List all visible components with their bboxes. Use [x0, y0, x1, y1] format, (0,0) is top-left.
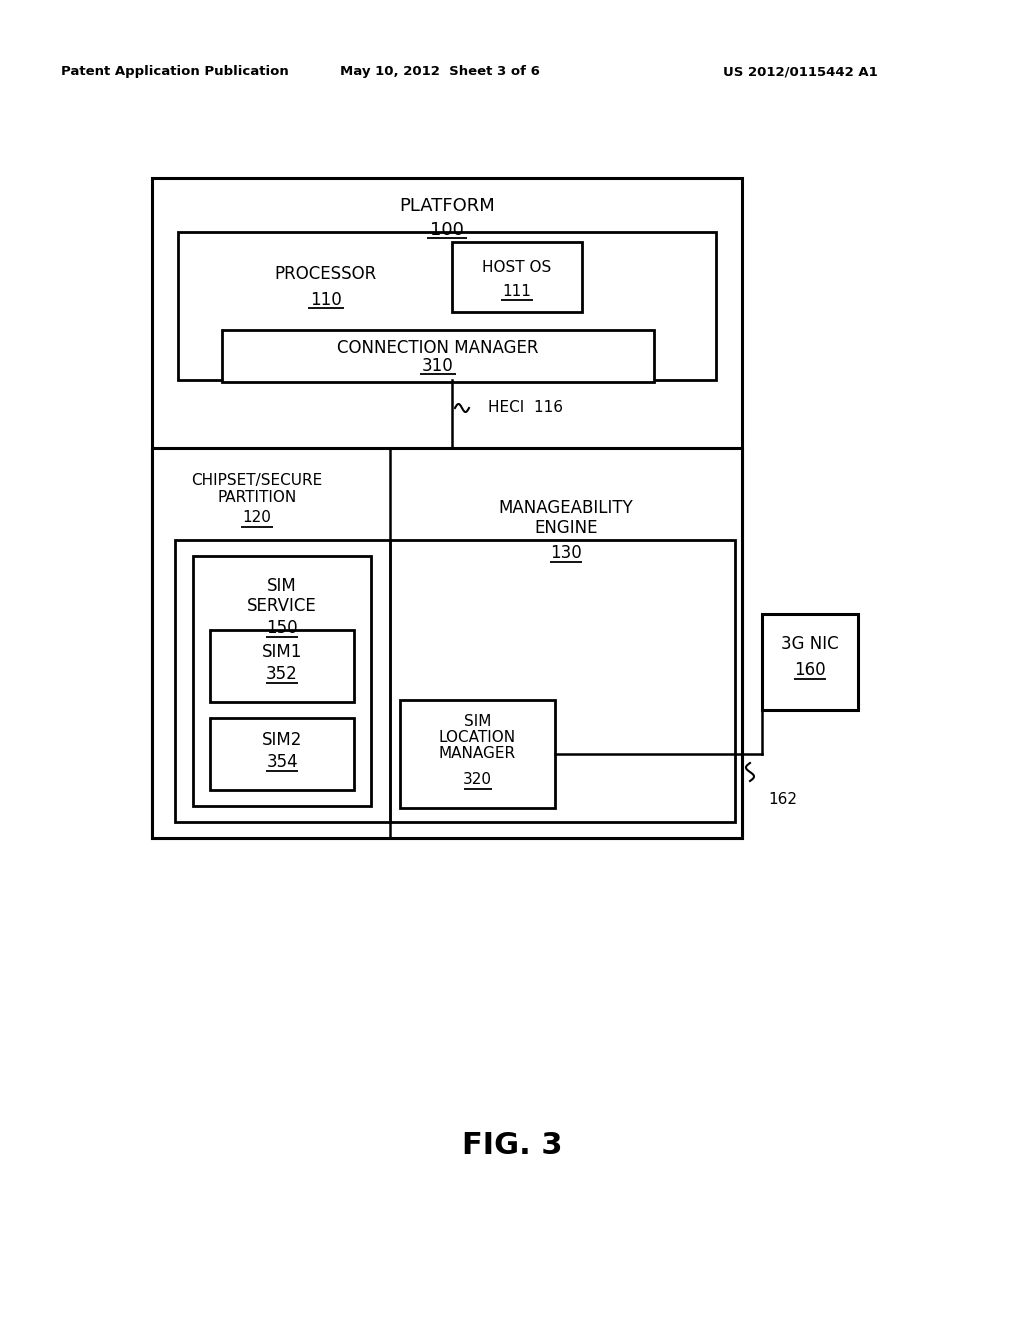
- Text: 3G NIC: 3G NIC: [781, 635, 839, 653]
- Bar: [175, 540, 735, 822]
- Text: 120: 120: [243, 511, 271, 525]
- Text: 352: 352: [266, 665, 298, 682]
- Bar: [400, 700, 555, 808]
- Text: PROCESSOR: PROCESSOR: [274, 265, 377, 282]
- Text: 111: 111: [503, 285, 531, 300]
- Text: MANAGER: MANAGER: [439, 747, 516, 762]
- Text: LOCATION: LOCATION: [439, 730, 516, 746]
- Bar: [222, 330, 654, 381]
- Text: 150: 150: [266, 619, 298, 638]
- Text: HECI  116: HECI 116: [488, 400, 563, 416]
- Text: SIM1: SIM1: [262, 643, 302, 661]
- Text: HOST OS: HOST OS: [482, 260, 552, 276]
- Text: 160: 160: [795, 661, 825, 678]
- Text: FIG. 3: FIG. 3: [462, 1130, 562, 1159]
- Text: 110: 110: [310, 290, 342, 309]
- Bar: [210, 630, 354, 702]
- Bar: [178, 232, 716, 380]
- Text: MANAGEABILITY: MANAGEABILITY: [499, 499, 634, 517]
- Bar: [193, 556, 371, 807]
- Text: 354: 354: [266, 752, 298, 771]
- Text: 320: 320: [463, 772, 492, 788]
- Text: Patent Application Publication: Patent Application Publication: [61, 66, 289, 78]
- Text: 310: 310: [422, 356, 454, 375]
- Text: May 10, 2012  Sheet 3 of 6: May 10, 2012 Sheet 3 of 6: [340, 66, 540, 78]
- Text: 130: 130: [550, 544, 582, 562]
- Bar: [452, 242, 582, 312]
- Text: US 2012/0115442 A1: US 2012/0115442 A1: [723, 66, 878, 78]
- Bar: [210, 718, 354, 789]
- Text: CONNECTION MANAGER: CONNECTION MANAGER: [337, 339, 539, 356]
- Text: SIM: SIM: [267, 577, 297, 595]
- Text: ENGINE: ENGINE: [535, 519, 598, 537]
- Text: 162: 162: [768, 792, 797, 808]
- Text: SIM: SIM: [464, 714, 492, 730]
- Text: SIM2: SIM2: [262, 731, 302, 748]
- Text: 100: 100: [430, 220, 464, 239]
- Bar: [152, 447, 742, 838]
- Text: CHIPSET/SECURE: CHIPSET/SECURE: [191, 473, 323, 487]
- Bar: [762, 614, 858, 710]
- Bar: [152, 178, 742, 838]
- Text: PLATFORM: PLATFORM: [399, 197, 495, 215]
- Text: PARTITION: PARTITION: [217, 491, 297, 506]
- Text: SERVICE: SERVICE: [247, 597, 316, 615]
